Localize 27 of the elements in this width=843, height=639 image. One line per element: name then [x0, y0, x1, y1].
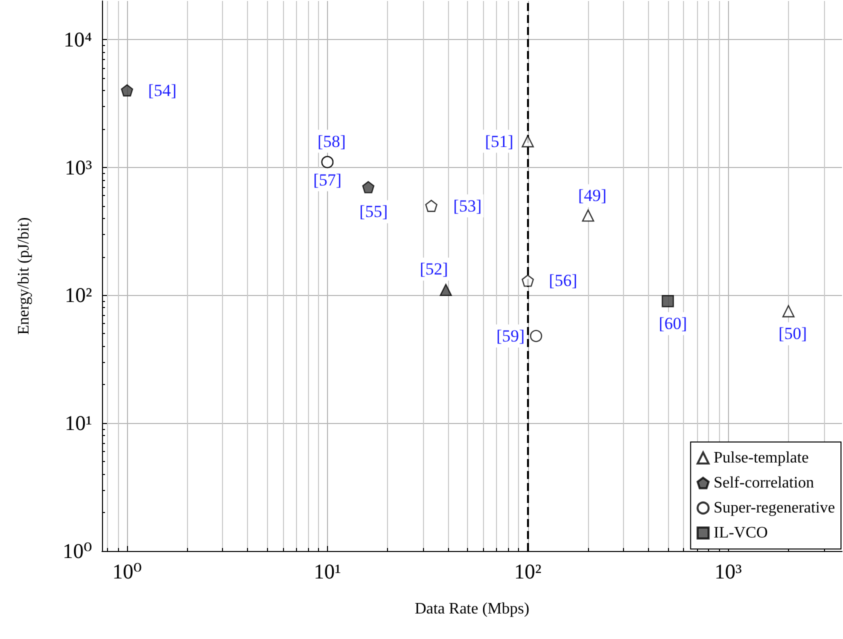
- x-tick-label: 10⁰: [112, 560, 142, 584]
- x-tick-label: 10²: [514, 560, 542, 584]
- annotation: [58]: [317, 132, 346, 151]
- y-axis-title: Energy/bit (pJ/bit): [16, 217, 32, 335]
- y-tick-label: 10⁰: [62, 539, 92, 563]
- annotation: [60]: [658, 314, 688, 334]
- y-tick-label: 10⁴: [64, 27, 92, 52]
- annotation: [51]: [485, 132, 514, 151]
- annotation: [54]: [148, 80, 176, 100]
- annotation: [57]: [313, 170, 342, 190]
- annotation: [49]: [578, 186, 607, 206]
- y-tick-label: 10²: [64, 283, 92, 308]
- y-tick-label: 10³: [64, 155, 92, 180]
- y-tick-label: 10¹: [64, 411, 92, 436]
- legend-label: IL-VCO: [714, 524, 768, 542]
- x-tick-label: 10³: [714, 560, 742, 584]
- annotation: [50]: [778, 324, 807, 344]
- legend-label: Super-regenerative: [714, 500, 835, 516]
- annotation: [53]: [453, 196, 482, 216]
- annotation: [56]: [548, 271, 578, 290]
- legend-label: Pulse-template: [714, 450, 809, 466]
- annotation: [55]: [359, 202, 388, 222]
- x-axis-title: Data Rate (Mbps): [414, 600, 530, 618]
- x-tick-label: 10¹: [314, 560, 342, 584]
- legend-label: Self-correlation: [714, 474, 814, 492]
- annotation: [59]: [496, 326, 525, 346]
- annotation: [52]: [420, 260, 448, 279]
